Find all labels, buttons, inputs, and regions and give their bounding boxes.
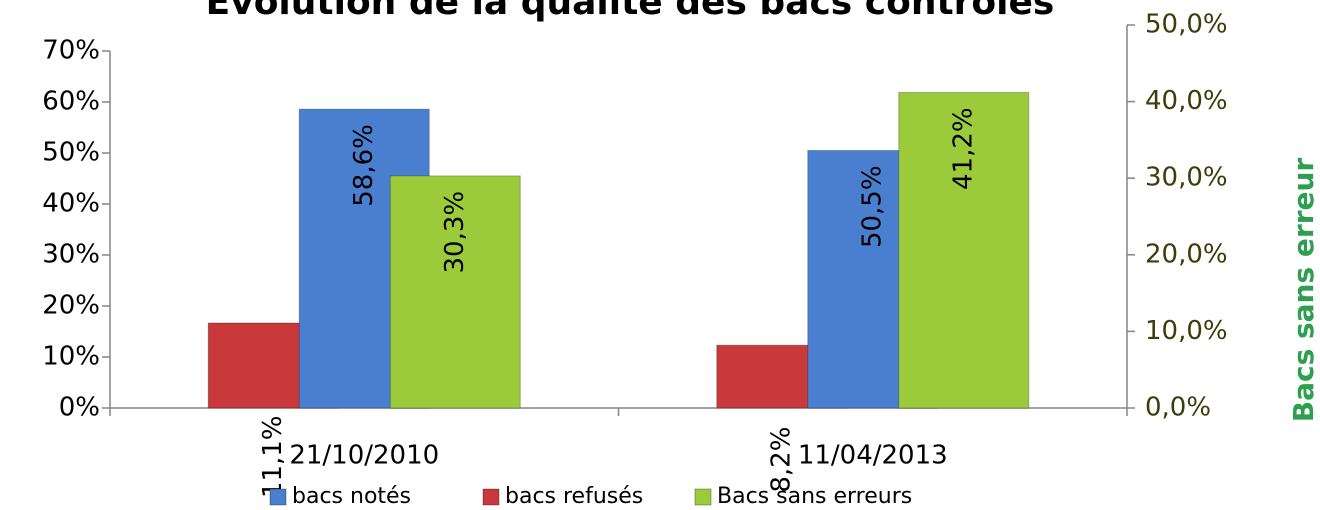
y2-tick-label: 0,0% — [1145, 393, 1211, 423]
value-label: 11,1% — [258, 415, 288, 498]
value-label: 50,5% — [857, 165, 887, 248]
x-tick-label: 21/10/2010 — [289, 441, 439, 471]
legend-label: bacs refusés — [505, 484, 643, 509]
chart-title: Évolution de la qualité des bacs contrôl… — [206, 0, 1055, 23]
y-tick-label: 30% — [42, 240, 100, 270]
y-tick-label: 50% — [42, 138, 100, 168]
legend-swatch — [482, 488, 500, 506]
legend-swatch — [269, 488, 287, 506]
y2-tick-label: 40,0% — [1145, 86, 1228, 116]
y-tick-label: 0% — [59, 393, 100, 423]
bar — [898, 91, 1030, 409]
legend-label: bacs notés — [292, 484, 411, 509]
y2-tick-label: 30,0% — [1145, 163, 1228, 193]
y-tick-label: 60% — [42, 87, 100, 117]
x-tick-label: 11/04/2013 — [798, 441, 948, 471]
value-label: 8,2% — [766, 427, 796, 493]
value-label: 58,6% — [349, 124, 379, 207]
y2-tick-label: 50,0% — [1145, 10, 1228, 40]
bar — [389, 175, 521, 409]
y2-axis-title: Bacs sans erreur — [1287, 158, 1320, 423]
y2-tick-label: 10,0% — [1145, 316, 1228, 346]
y-tick-label: 70% — [42, 36, 100, 66]
y2-tick-label: 20,0% — [1145, 239, 1228, 269]
y-tick-label: 20% — [42, 291, 100, 321]
value-label: 30,3% — [440, 191, 470, 274]
y-tick-label: 40% — [42, 189, 100, 219]
legend-swatch — [694, 488, 712, 506]
value-label: 41,2% — [948, 107, 978, 190]
y-tick-label: 10% — [42, 342, 100, 372]
legend-label: Bacs sans erreurs — [717, 484, 912, 509]
